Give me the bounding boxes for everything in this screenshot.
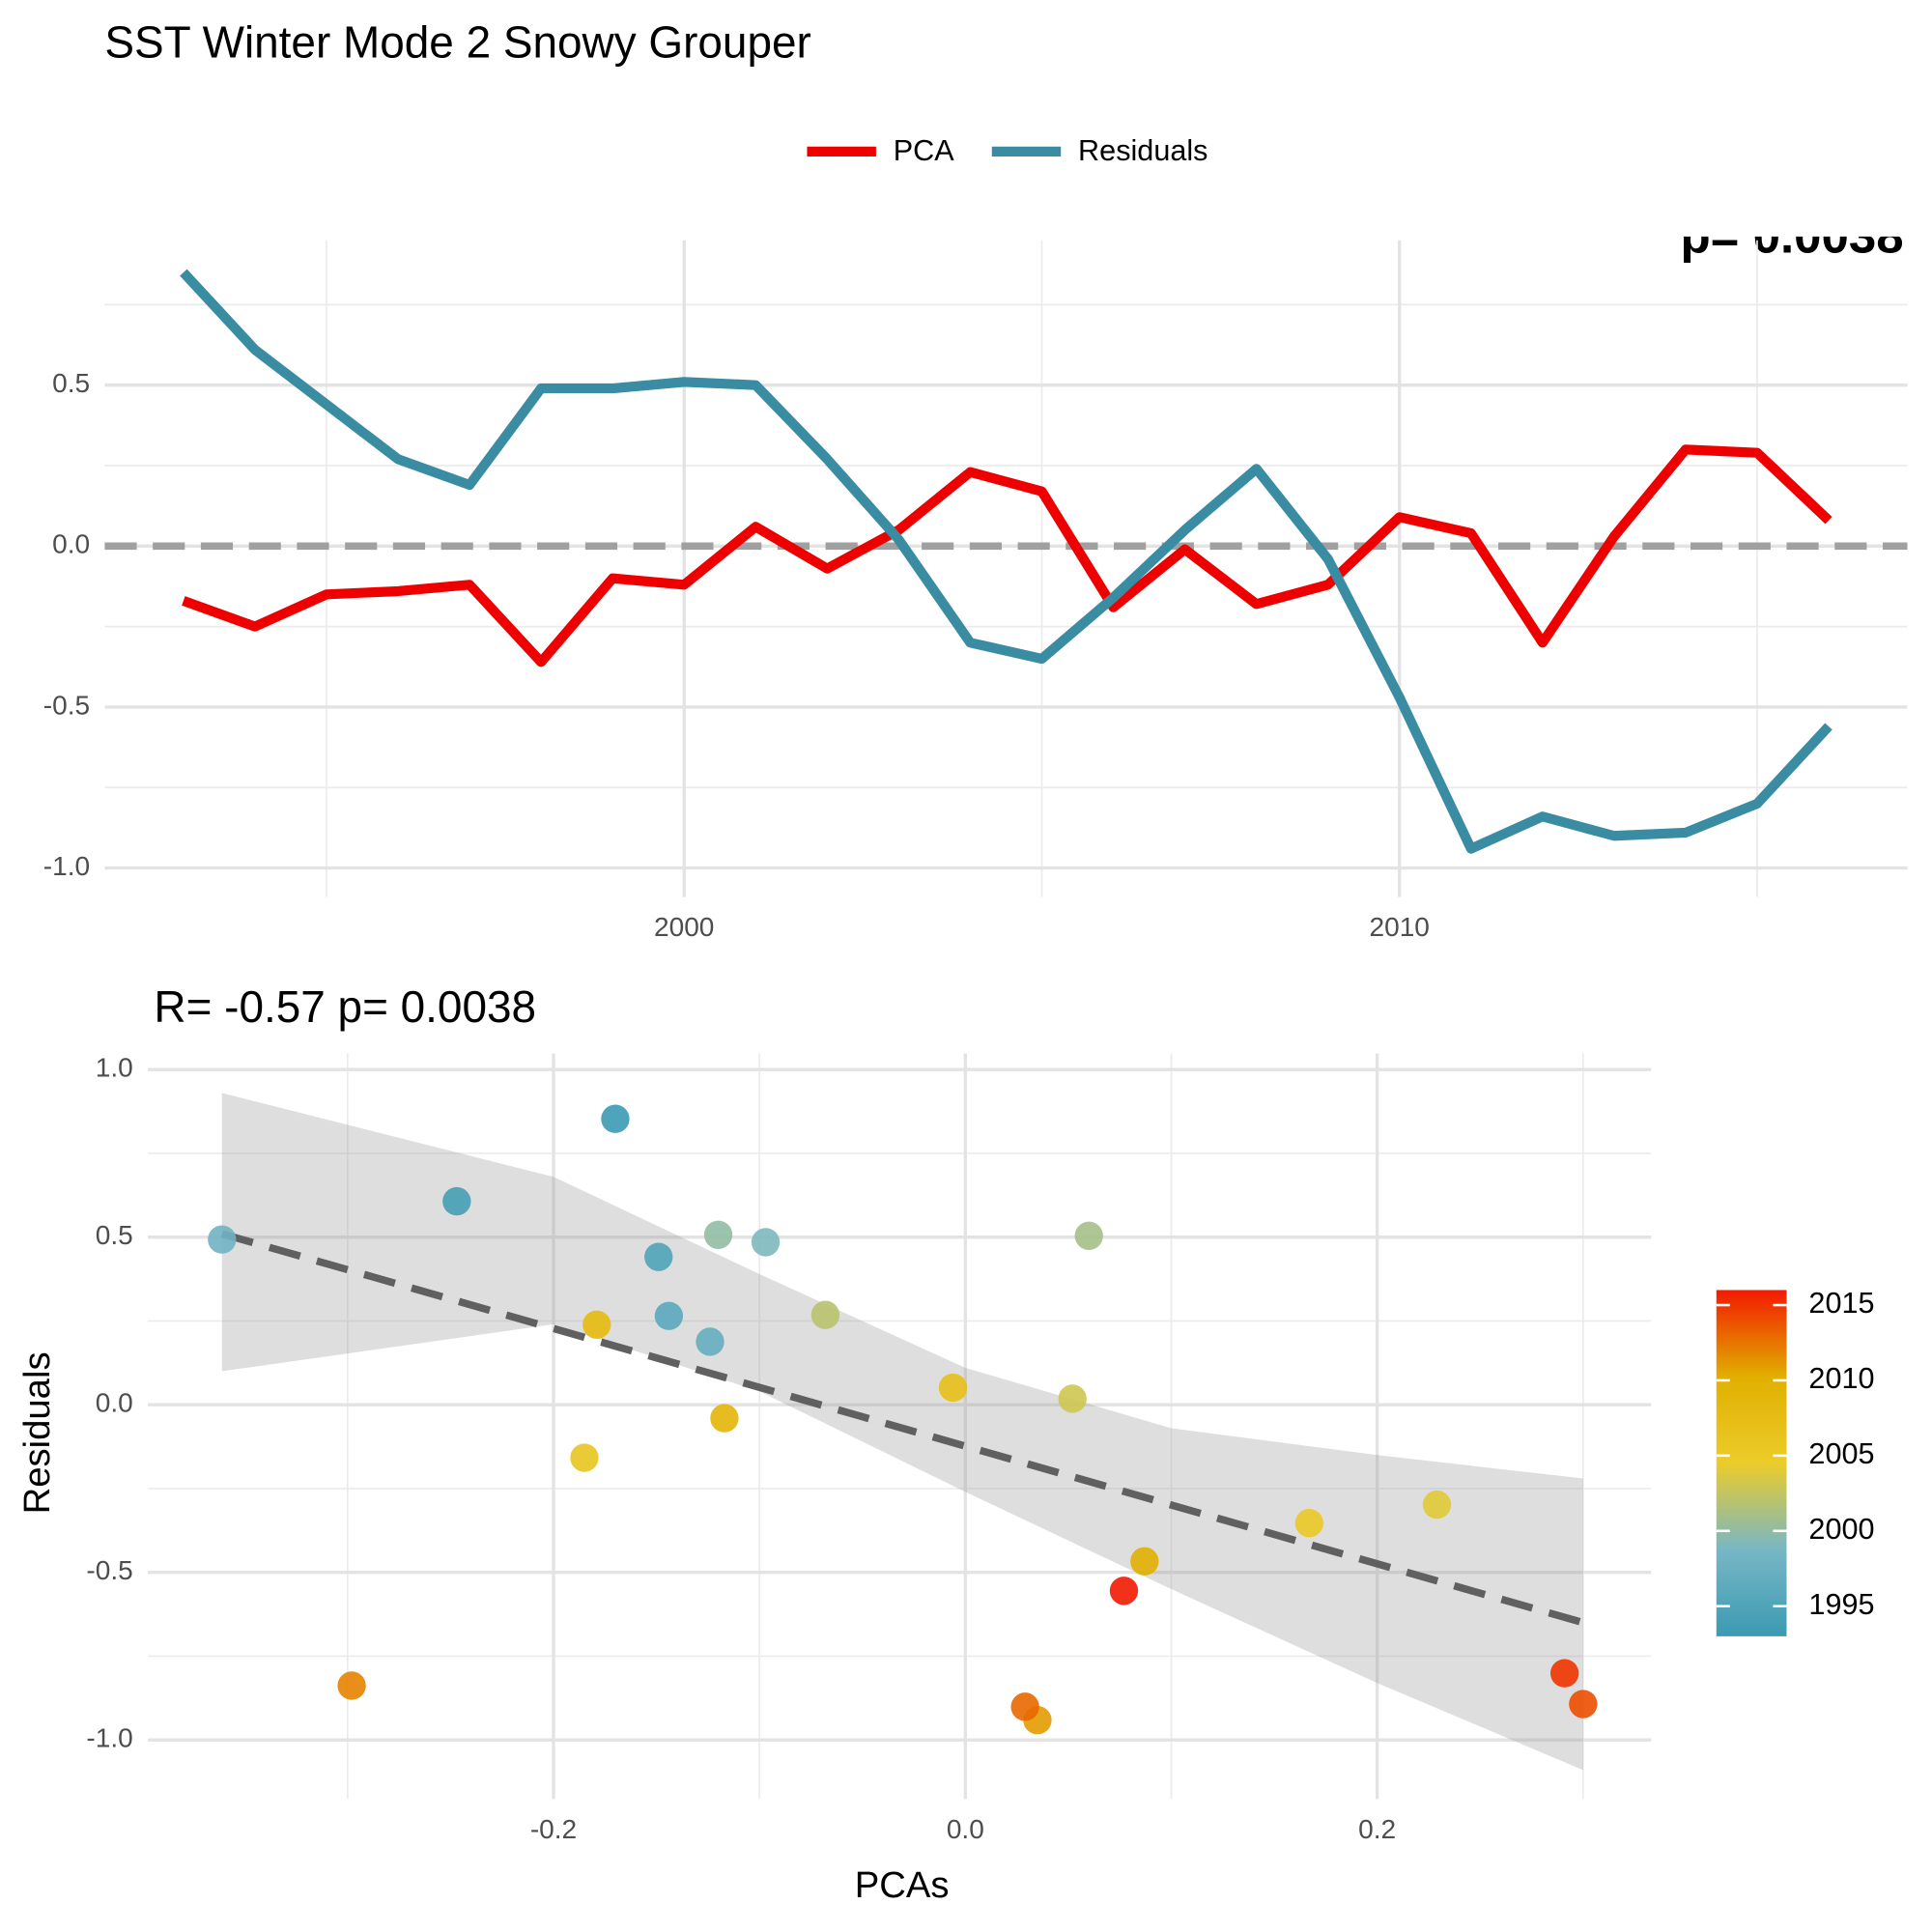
colorbar (1716, 1290, 1787, 1636)
scatter-point (337, 1671, 366, 1700)
colorbar-label: 2000 (1808, 1513, 1874, 1546)
scatter-point (938, 1373, 968, 1403)
y-tick-label: 0.0 (96, 1388, 133, 1418)
scatter-point (1109, 1577, 1139, 1605)
scatter-point (1010, 1692, 1039, 1721)
scatter-point (1074, 1221, 1103, 1250)
colorbar-label: 2005 (1808, 1437, 1874, 1470)
y-tick-label: -1.0 (43, 851, 90, 881)
scatter-point (810, 1300, 840, 1329)
y-tick-label: 0.5 (52, 368, 90, 398)
scatter-point (703, 1220, 733, 1249)
x-tick-label: -0.2 (530, 1814, 577, 1844)
scatter-point (644, 1242, 673, 1271)
scatter-point (570, 1443, 599, 1472)
legend-label: PCA (894, 134, 955, 167)
scatter-point (1294, 1509, 1323, 1538)
scatter-point (1130, 1547, 1159, 1576)
y-tick-label: -1.0 (86, 1723, 132, 1753)
chart-title: SST Winter Mode 2 Snowy Grouper (104, 16, 810, 67)
y-tick-label: -0.5 (43, 690, 90, 720)
scatter-point (1058, 1384, 1087, 1413)
line-series (182, 444, 1833, 668)
scatter-point (654, 1301, 684, 1330)
colorbar-label: 2010 (1808, 1362, 1874, 1395)
scatter-point (696, 1327, 724, 1356)
scatter-point (582, 1310, 611, 1339)
scatter-title: R= -0.57 p= 0.0038 (154, 981, 536, 1032)
x-axis-label: PCAs (855, 1864, 950, 1906)
colorbar-label: 2015 (1808, 1287, 1874, 1320)
clipped-annotation: p= 0.0038 (1680, 208, 1903, 263)
scatter-point (710, 1404, 739, 1433)
x-tick-label: 2010 (1370, 912, 1430, 942)
y-axis-label: Residuals (16, 1351, 58, 1514)
colorbar-label: 1995 (1808, 1588, 1874, 1621)
y-tick-label: -0.5 (86, 1555, 132, 1585)
scatter-point (601, 1104, 630, 1133)
y-tick-label: 0.0 (52, 529, 90, 559)
scatter-point (442, 1186, 471, 1216)
scatter-point (1422, 1490, 1452, 1520)
scatter-point (751, 1228, 781, 1257)
y-tick-label: 0.5 (96, 1220, 133, 1250)
line-series (180, 269, 1833, 854)
fit-line (220, 1230, 1584, 1627)
scatter-point (1549, 1659, 1579, 1688)
y-tick-label: 1.0 (96, 1053, 133, 1083)
scatter-point (208, 1225, 237, 1254)
legend-label: Residuals (1078, 134, 1208, 167)
x-tick-label: 0.0 (947, 1814, 984, 1844)
x-tick-label: 0.2 (1358, 1814, 1396, 1844)
scatter-point (1569, 1690, 1598, 1719)
x-tick-label: 2000 (654, 912, 714, 942)
